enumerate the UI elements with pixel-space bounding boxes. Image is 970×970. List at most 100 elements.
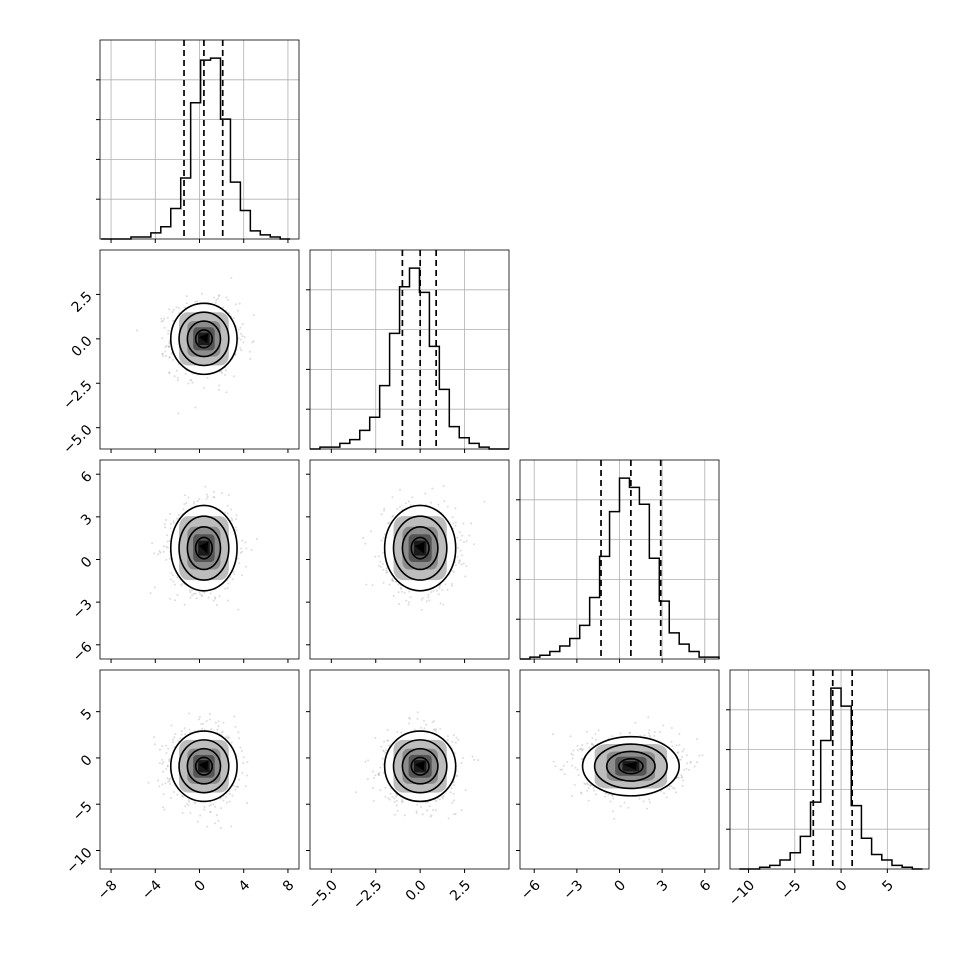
scatter-point [371,770,374,773]
panel-frame [309,669,510,870]
scatter-point [232,375,235,378]
scatter-point [172,791,175,793]
scatter-point [385,567,388,570]
scatter-point [170,578,172,581]
scatter-point [184,805,187,808]
scatter-point [408,722,411,725]
scatter-point [462,522,465,525]
scatter-point [237,608,240,611]
scatter-point [385,569,388,572]
scatter-point [230,508,233,511]
density-peak [198,760,209,771]
scatter-point [244,785,247,788]
scatter-point [432,728,435,731]
scatter-point [648,734,651,737]
scatter-point [434,798,437,801]
scatter-point [161,337,164,340]
scatter-point [170,724,173,727]
scatter-point [444,583,447,586]
scatter-point [245,565,247,568]
scatter-point [167,747,170,750]
scatter-point [459,559,461,562]
scatter-point [230,741,233,744]
scatter-point [216,728,219,731]
scatter-point [437,593,440,596]
scatter-point [164,346,167,349]
scatter-point [167,329,170,332]
histogram-step-line [739,687,923,870]
scatter-point [587,799,590,802]
scatter-point [192,502,195,505]
scatter-contour-panel-4 [309,669,510,870]
scatter-point [473,543,475,546]
scatter-point [164,526,167,529]
contour-line [383,504,457,592]
scatter-point [382,749,384,752]
scatter-point [374,737,377,740]
scatter-point [161,758,164,761]
scatter-point [184,372,187,375]
scatter-point [681,750,684,753]
scatter-point [456,774,459,777]
scatter-point [168,777,171,780]
scatter-point [234,526,237,529]
scatter-point [430,814,433,817]
scatter-point [252,314,255,317]
scatter-point [158,748,161,751]
scatter-contour-panel-5 [519,669,720,870]
scatter-point [227,582,230,585]
scatter-point [181,583,183,586]
scatter-point [213,296,216,299]
scatter-point [230,517,233,520]
scatter-point [463,541,465,543]
scatter-point [191,594,194,597]
density-peak [198,541,209,554]
scatter-point [168,342,171,345]
scatter-point [220,731,223,734]
contour-line [186,320,222,358]
scatter-point [235,514,238,517]
scatter-point [419,806,422,808]
scatter-point [592,786,595,789]
scatter-point [136,329,138,332]
scatter-point [200,595,203,598]
scatter-point [384,786,387,789]
scatter-point [239,332,242,335]
density-peak [414,541,425,554]
scatter-point [391,496,394,499]
scatter-point [382,581,385,584]
scatter-point [460,554,463,557]
scatter-point [163,326,166,329]
scatter-point [385,571,388,574]
scatter-point [209,718,212,721]
scatter-point [185,803,188,805]
scatter-point [205,720,208,723]
scatter-point [439,727,442,730]
scatter-point [203,806,206,808]
scatter-point [166,765,169,768]
scatter-point [383,750,386,753]
histogram-panel-3 [726,669,930,870]
scatter-point [187,496,190,499]
scatter-point [447,817,450,820]
scatter-point [380,745,383,748]
scatter-point [169,527,172,530]
scatter-point [355,791,357,794]
scatter-point [388,798,391,801]
scatter-point [454,507,457,510]
scatter-point [576,749,579,752]
scatter-point [187,799,190,802]
scatter-point [229,576,232,579]
scatter-point [209,592,212,595]
scatter-point [364,542,367,545]
scatter-point [392,514,395,517]
scatter-point [379,766,382,769]
scatter-point [217,295,220,297]
scatter-point [458,531,461,534]
panel-frame [309,249,510,450]
contour-line [392,739,448,794]
scatter-point [212,803,215,806]
scatter-point [182,508,185,511]
scatter-point [451,584,454,587]
scatter-point [218,595,221,598]
